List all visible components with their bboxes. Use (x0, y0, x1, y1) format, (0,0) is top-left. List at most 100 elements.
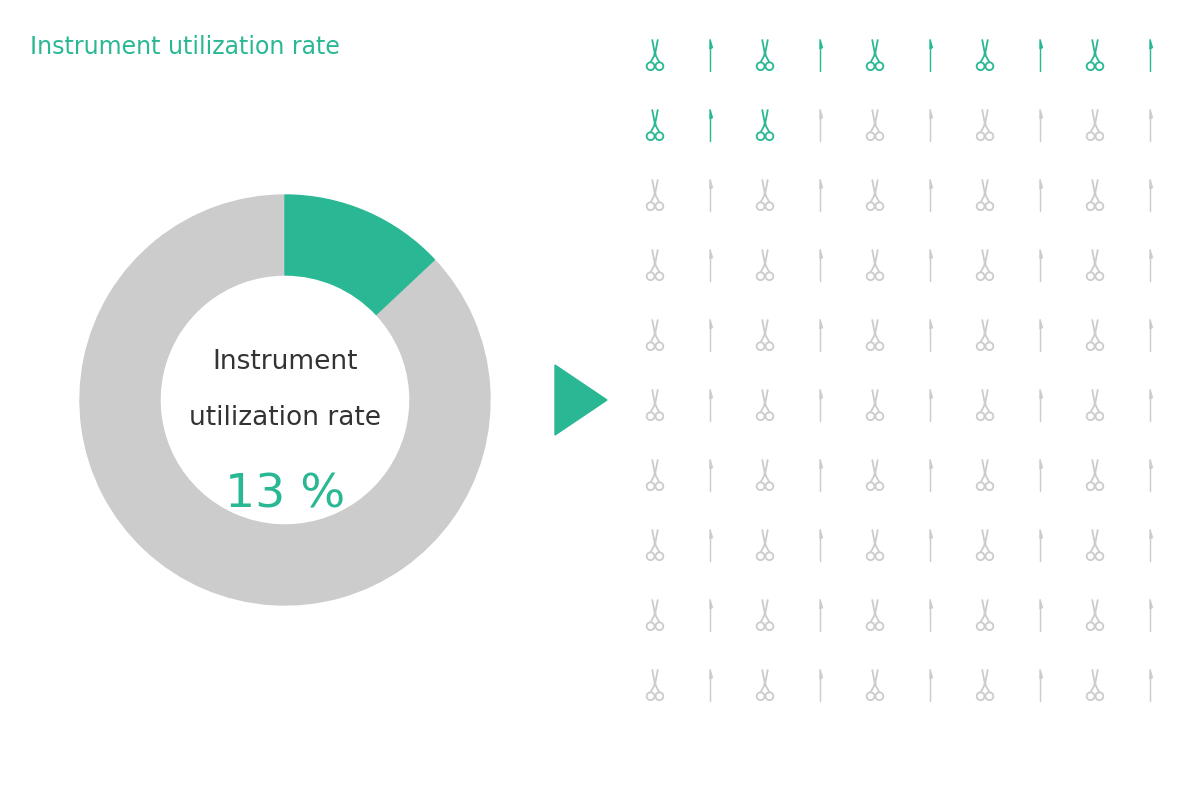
Circle shape (654, 474, 656, 475)
Polygon shape (820, 390, 822, 399)
Circle shape (1094, 683, 1096, 685)
Polygon shape (1040, 599, 1043, 609)
Circle shape (874, 683, 876, 685)
Circle shape (984, 334, 986, 335)
Circle shape (874, 263, 876, 265)
Polygon shape (820, 250, 822, 259)
Polygon shape (930, 390, 932, 399)
Polygon shape (930, 319, 932, 329)
Polygon shape (710, 250, 713, 259)
Polygon shape (710, 319, 713, 329)
Circle shape (984, 403, 986, 405)
Circle shape (654, 194, 656, 195)
Polygon shape (554, 365, 607, 435)
Circle shape (654, 123, 656, 125)
Circle shape (764, 123, 766, 125)
Circle shape (764, 543, 766, 545)
Polygon shape (1040, 110, 1043, 119)
Polygon shape (710, 670, 713, 679)
Circle shape (654, 543, 656, 545)
Polygon shape (1040, 319, 1043, 329)
Polygon shape (710, 390, 713, 399)
Circle shape (1094, 403, 1096, 405)
Polygon shape (820, 599, 822, 609)
Circle shape (984, 683, 986, 685)
Polygon shape (1150, 599, 1152, 609)
Polygon shape (1150, 179, 1152, 189)
Polygon shape (710, 39, 713, 49)
Circle shape (874, 543, 876, 545)
Polygon shape (820, 530, 822, 539)
Polygon shape (820, 319, 822, 329)
Circle shape (984, 54, 986, 55)
Circle shape (874, 194, 876, 195)
Circle shape (984, 543, 986, 545)
Polygon shape (930, 110, 932, 119)
Circle shape (874, 123, 876, 125)
Circle shape (764, 403, 766, 405)
Polygon shape (930, 530, 932, 539)
Polygon shape (1150, 670, 1152, 679)
Polygon shape (1040, 250, 1043, 259)
Polygon shape (1040, 39, 1043, 49)
Circle shape (984, 194, 986, 195)
Circle shape (1094, 543, 1096, 545)
Circle shape (764, 683, 766, 685)
Polygon shape (1150, 250, 1152, 259)
Polygon shape (930, 179, 932, 189)
Circle shape (764, 54, 766, 55)
Circle shape (874, 54, 876, 55)
Polygon shape (710, 599, 713, 609)
Circle shape (654, 403, 656, 405)
Circle shape (1094, 54, 1096, 55)
Polygon shape (1150, 39, 1152, 49)
Polygon shape (1040, 530, 1043, 539)
Wedge shape (80, 195, 490, 605)
Polygon shape (930, 670, 932, 679)
Circle shape (654, 614, 656, 615)
Polygon shape (1040, 459, 1043, 469)
Circle shape (874, 474, 876, 475)
Polygon shape (930, 599, 932, 609)
Circle shape (764, 334, 766, 335)
Polygon shape (820, 459, 822, 469)
Polygon shape (820, 110, 822, 119)
Circle shape (764, 263, 766, 265)
Text: utilization rate: utilization rate (190, 405, 382, 431)
Circle shape (874, 614, 876, 615)
Polygon shape (1040, 179, 1043, 189)
Circle shape (764, 614, 766, 615)
Wedge shape (286, 195, 434, 314)
Polygon shape (1040, 670, 1043, 679)
Circle shape (984, 614, 986, 615)
Polygon shape (1040, 390, 1043, 399)
Circle shape (764, 474, 766, 475)
Text: Instrument utilization rate: Instrument utilization rate (30, 35, 340, 59)
Circle shape (1094, 194, 1096, 195)
Circle shape (654, 683, 656, 685)
Polygon shape (930, 250, 932, 259)
Polygon shape (820, 39, 822, 49)
Circle shape (1094, 474, 1096, 475)
Circle shape (874, 334, 876, 335)
Polygon shape (710, 459, 713, 469)
Circle shape (874, 403, 876, 405)
Circle shape (654, 54, 656, 55)
Circle shape (1094, 123, 1096, 125)
Circle shape (764, 194, 766, 195)
Circle shape (984, 474, 986, 475)
Polygon shape (1150, 390, 1152, 399)
Text: Instrument: Instrument (212, 349, 358, 375)
Polygon shape (1150, 319, 1152, 329)
Polygon shape (930, 459, 932, 469)
Polygon shape (930, 39, 932, 49)
Polygon shape (1150, 530, 1152, 539)
Circle shape (1094, 263, 1096, 265)
Polygon shape (1150, 459, 1152, 469)
Polygon shape (710, 530, 713, 539)
Polygon shape (820, 179, 822, 189)
Circle shape (984, 123, 986, 125)
Text: 13 %: 13 % (224, 473, 346, 518)
Circle shape (1094, 614, 1096, 615)
Polygon shape (710, 110, 713, 119)
